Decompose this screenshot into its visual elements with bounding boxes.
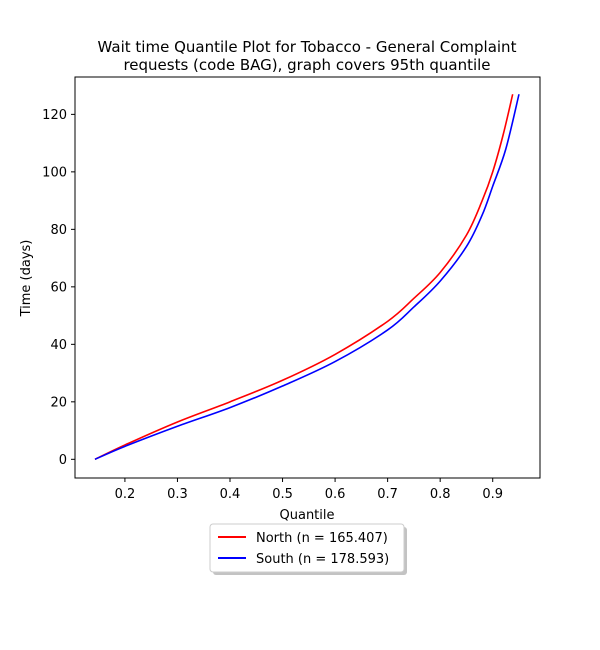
series-layer: [94, 94, 520, 461]
y-tick-label: 100: [42, 165, 67, 180]
chart-title-line1: Wait time Quantile Plot for Tobacco - Ge…: [98, 38, 517, 56]
x-tick-label: 0.2: [115, 487, 136, 502]
x-tick-label: 0.5: [272, 487, 293, 502]
plot-frame: [74, 76, 541, 479]
x-tick-label: 0.3: [167, 487, 188, 502]
x-tick-label: 0.6: [325, 487, 346, 502]
y-tick-label: 0: [59, 453, 67, 468]
x-axis-label: Quantile: [280, 508, 335, 523]
x-tick-label: 0.4: [220, 487, 241, 502]
x-tick-label: 0.8: [430, 487, 451, 502]
legend: North (n = 165.407) South (n = 178.593): [209, 523, 407, 575]
x-tick-label: 0.7: [377, 487, 398, 502]
y-tick-label: 120: [42, 108, 67, 123]
legend-entry-south: South (n = 178.593): [256, 552, 389, 567]
y-axis-ticks: 0 20 40 60 80 100 120: [42, 108, 75, 468]
series-line-south: [94, 94, 520, 461]
y-tick-label: 80: [50, 223, 67, 238]
x-tick-label: 0.9: [482, 487, 503, 502]
chart-title-line2: requests (code BAG), graph covers 95th q…: [123, 56, 490, 74]
y-axis-label: Time (days): [19, 240, 34, 318]
y-tick-label: 60: [50, 280, 67, 295]
x-axis-ticks: 0.2 0.3 0.4 0.5 0.6 0.7 0.8 0.9: [115, 478, 503, 502]
y-tick-label: 20: [50, 395, 67, 410]
y-tick-label: 40: [50, 338, 67, 353]
legend-box: [209, 523, 405, 573]
legend-entry-north: North (n = 165.407): [256, 531, 388, 546]
series-line-north: [94, 94, 514, 461]
